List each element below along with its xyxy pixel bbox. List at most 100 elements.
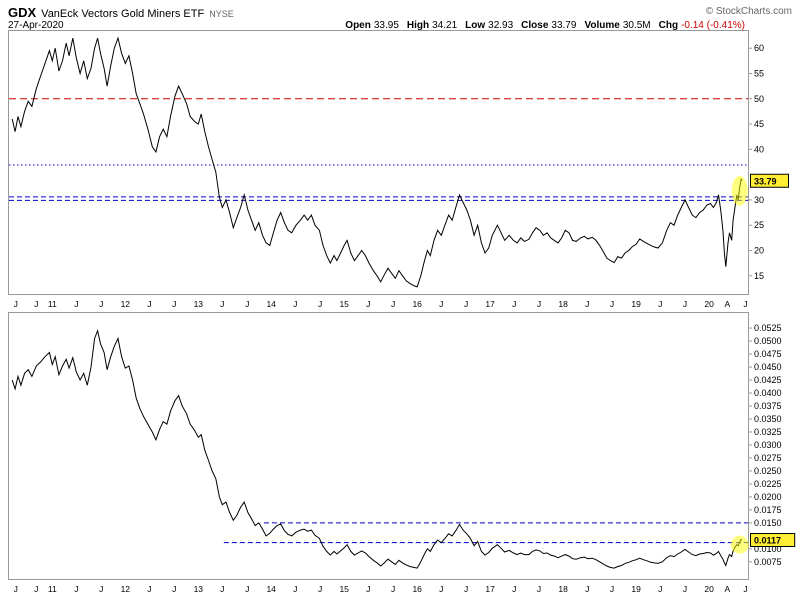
panel-border — [8, 30, 749, 295]
y-tick-label: 0.0150 — [754, 518, 782, 528]
y-tick-label: 0.0075 — [754, 557, 782, 567]
x-tick-label: A — [724, 299, 730, 309]
chart-header: GDX VanEck Vectors Gold Miners ETF NYSE — [8, 5, 234, 20]
exchange-label: NYSE — [209, 9, 234, 19]
security-name: VanEck Vectors Gold Miners ETF — [41, 8, 205, 20]
y-tick-label: 0.0525 — [754, 323, 782, 333]
x-tick-label: J — [99, 584, 103, 594]
x-tick-label: 17 — [485, 299, 495, 309]
x-tick-label: J — [512, 584, 516, 594]
x-tick-label: J — [391, 584, 395, 594]
x-tick-label: J — [366, 584, 370, 594]
x-tick-label: 14 — [266, 299, 276, 309]
x-tick-label: A — [724, 584, 730, 594]
x-tick-label: 17 — [485, 584, 495, 594]
x-tick-label: J — [318, 299, 322, 309]
y-tick-label: 15 — [754, 271, 764, 281]
y-tick-label: 0.0175 — [754, 505, 782, 515]
x-tick-label: 16 — [412, 584, 422, 594]
chart-date: 27-Apr-2020 — [8, 20, 64, 31]
x-tick-label: J — [147, 299, 151, 309]
quote-label: High — [406, 20, 430, 31]
y-tick-label: 0.0375 — [754, 401, 782, 411]
x-tick-label: J — [439, 584, 443, 594]
quote-summary: Open 33.95 High 34.21 Low 32.93 Close 33.79 Volu… — [337, 20, 745, 31]
x-tick-label: 19 — [631, 584, 641, 594]
quote-label: Low — [465, 20, 486, 31]
x-tick-label: J — [293, 299, 297, 309]
x-tick-label: J — [34, 299, 38, 309]
x-tick-label: 11 — [48, 299, 57, 309]
stockcharts-credit-link[interactable]: © StockCharts.com — [705, 6, 792, 17]
x-tick-label: J — [99, 299, 103, 309]
quote-label: Chg — [658, 20, 679, 31]
y-tick-label: 25 — [754, 220, 764, 230]
x-tick-label: 14 — [266, 584, 276, 594]
price-chart-panel: 60 55 50 45 40 30 25 20 15 J J 11 J J 12 J J 13 J J 14 J J 15 J J… — [8, 30, 789, 309]
x-tick-label: J — [74, 299, 78, 309]
y-tick-label: 0.0300 — [754, 440, 782, 450]
x-tick-label: J — [14, 299, 18, 309]
x-tick-label: 19 — [631, 299, 641, 309]
x-tick-label: 18 — [558, 299, 568, 309]
x-tick-label: J — [658, 584, 662, 594]
x-tick-label: J — [743, 299, 747, 309]
x-tick-label: J — [293, 584, 297, 594]
x-tick-label: J — [147, 584, 151, 594]
y-tick-label: 0.0350 — [754, 414, 782, 424]
ticker-symbol: GDX — [8, 5, 37, 20]
data-series-line — [11, 36, 743, 288]
y-tick-label: 40 — [754, 144, 764, 154]
y-tick-label: 30 — [754, 195, 764, 205]
y-tick-label: 0.0325 — [754, 427, 782, 437]
x-tick-label: J — [683, 584, 687, 594]
x-tick-label: J — [610, 299, 614, 309]
panel-border — [8, 312, 749, 580]
y-tick-label: 0.0450 — [754, 362, 782, 372]
y-tick-label: 55 — [754, 68, 764, 78]
x-tick-label: 18 — [558, 584, 568, 594]
y-tick-label: 0.0425 — [754, 375, 782, 385]
x-tick-label: 15 — [339, 584, 349, 594]
x-tick-label: J — [683, 299, 687, 309]
data-series-line — [11, 328, 743, 569]
y-tick-label: 0.0400 — [754, 388, 782, 398]
x-tick-label: 15 — [339, 299, 349, 309]
x-tick-label: J — [658, 299, 662, 309]
quote-label: Volume — [584, 20, 620, 31]
x-tick-label: J — [34, 584, 38, 594]
y-tick-label: 0.0225 — [754, 479, 782, 489]
ratio-chart-panel: 0.0525 0.0500 0.0475 0.0450 0.0425 0.0400 0.03… — [8, 312, 796, 594]
y-tick-label: 0.0475 — [754, 349, 782, 359]
x-tick-label: 12 — [121, 584, 131, 594]
y-tick-label: 0.0275 — [754, 453, 782, 463]
x-tick-label: J — [512, 299, 516, 309]
x-tick-label: 11 — [48, 584, 57, 594]
quote-value: 33.79 — [551, 20, 577, 31]
x-tick-label: J — [220, 299, 224, 309]
last-value-box — [750, 533, 796, 548]
quote-value: 30.5M — [622, 20, 651, 31]
x-tick-label: J — [537, 584, 541, 594]
x-tick-label: J — [220, 584, 224, 594]
highlight-marker — [731, 175, 748, 206]
x-tick-label: 12 — [121, 299, 131, 309]
x-tick-label: J — [464, 584, 468, 594]
y-tick-label: 20 — [754, 245, 764, 255]
y-tick-label: 50 — [754, 94, 764, 104]
quote-value: 33.95 — [373, 20, 399, 31]
x-tick-label: J — [439, 299, 443, 309]
y-tick-label: 45 — [754, 119, 764, 129]
quote-value: 32.93 — [488, 20, 514, 31]
x-tick-label: J — [743, 584, 747, 594]
x-tick-label: J — [74, 584, 78, 594]
x-tick-label: J — [464, 299, 468, 309]
x-tick-label: J — [172, 299, 176, 309]
x-tick-label: J — [318, 584, 322, 594]
x-tick-label: J — [610, 584, 614, 594]
x-tick-label: J — [585, 299, 589, 309]
x-tick-label: J — [366, 299, 370, 309]
x-tick-label: 13 — [194, 299, 204, 309]
x-tick-label: J — [245, 584, 249, 594]
x-tick-label: J — [391, 299, 395, 309]
